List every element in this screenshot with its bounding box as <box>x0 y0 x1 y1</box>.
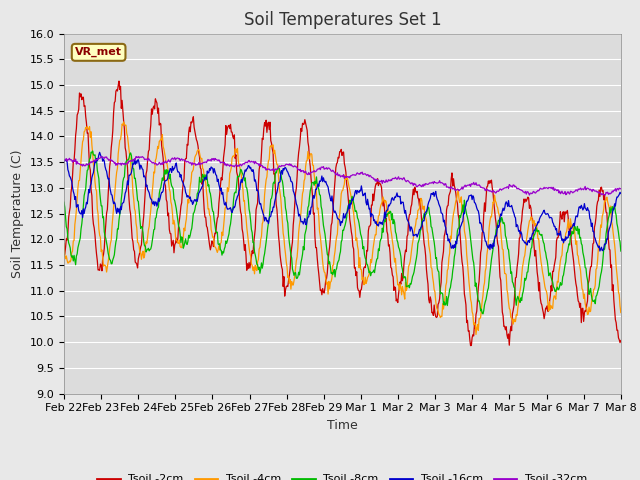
Legend: Tsoil -2cm, Tsoil -4cm, Tsoil -8cm, Tsoil -16cm, Tsoil -32cm: Tsoil -2cm, Tsoil -4cm, Tsoil -8cm, Tsoi… <box>93 470 592 480</box>
X-axis label: Time: Time <box>327 419 358 432</box>
Title: Soil Temperatures Set 1: Soil Temperatures Set 1 <box>244 11 441 29</box>
Text: VR_met: VR_met <box>75 47 122 58</box>
Y-axis label: Soil Temperature (C): Soil Temperature (C) <box>11 149 24 278</box>
